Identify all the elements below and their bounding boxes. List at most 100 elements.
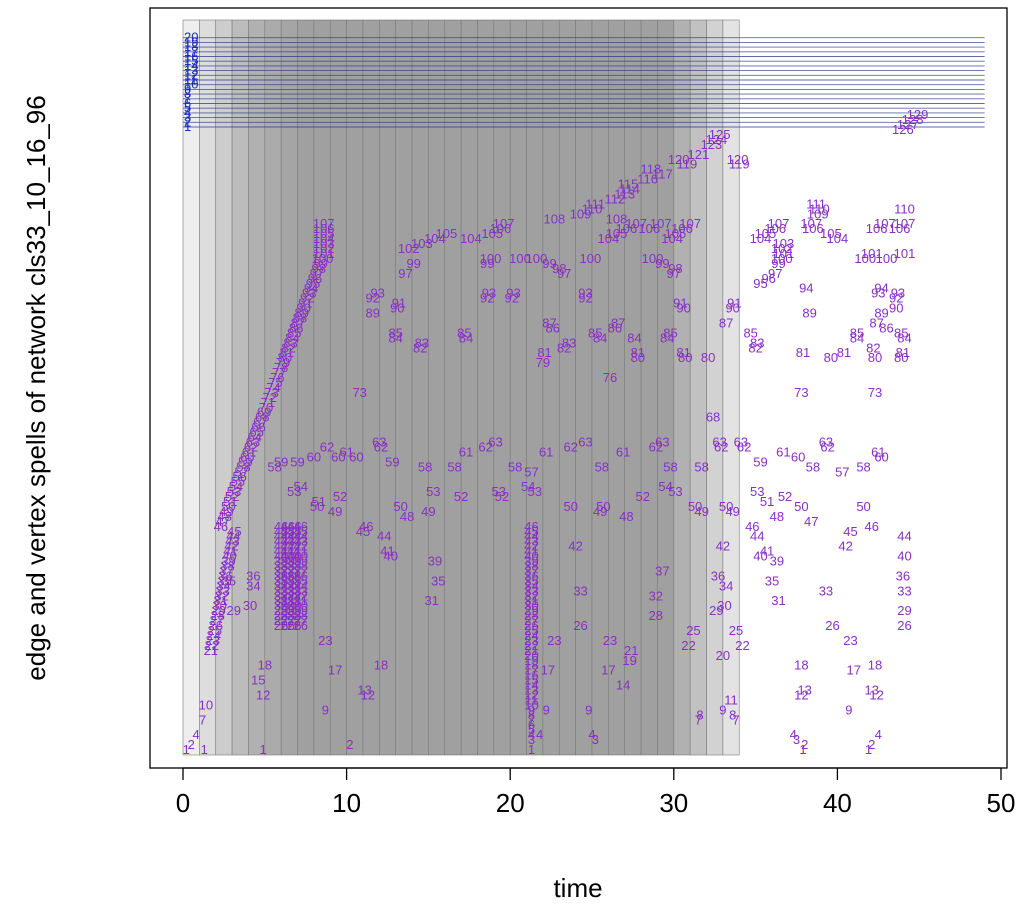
- activity-band: [477, 19, 495, 756]
- edge-label: 27: [287, 613, 301, 628]
- edge-label: 39: [221, 554, 235, 569]
- edge-label: 12: [256, 687, 270, 702]
- edge-label: 92: [300, 291, 314, 306]
- edge-label: 28: [287, 608, 301, 623]
- edge-label: 103: [313, 236, 335, 251]
- edge-label: 37: [524, 563, 538, 578]
- edge-label: 33: [215, 583, 229, 598]
- edge-label: 125: [709, 127, 731, 142]
- activity-band: [231, 19, 249, 756]
- edge-label: 45: [227, 524, 241, 539]
- edge-label: 81: [837, 345, 851, 360]
- edge-label: 57: [234, 464, 248, 479]
- edge-label: 23: [547, 633, 561, 648]
- edge-label: 114: [619, 182, 640, 197]
- edge-label: 35: [217, 573, 231, 588]
- edge-label: 40: [294, 549, 308, 564]
- edge-label: 87: [291, 315, 305, 330]
- edge-label: 46: [280, 519, 294, 534]
- edge-label: 106: [313, 221, 335, 236]
- edge-label: 35: [524, 573, 538, 588]
- edge-label: 27: [524, 613, 538, 628]
- edge-label: 84: [850, 330, 864, 345]
- edge-label: 99: [480, 256, 494, 271]
- edge-label: 18: [524, 658, 538, 673]
- edge-label: 57: [835, 464, 849, 479]
- edge-label: 53: [528, 484, 542, 499]
- activity-shading: [182, 19, 740, 756]
- edge-label: 89: [295, 306, 309, 321]
- edge-label: 50: [719, 499, 733, 514]
- edge-label: 104: [598, 231, 620, 246]
- edge-label: 103: [773, 236, 795, 251]
- edge-label: 121: [687, 147, 709, 162]
- edge-label: 80: [824, 350, 838, 365]
- edge-label: 26: [897, 618, 911, 633]
- edge-label: 81: [631, 345, 645, 360]
- edge-label: 80: [894, 350, 908, 365]
- edge-label: 34: [280, 578, 294, 593]
- edge-label: 45: [524, 524, 538, 539]
- edge-label: 40: [753, 549, 767, 564]
- edge-label: 62: [478, 439, 492, 454]
- edge-label: 2: [188, 737, 195, 752]
- edge-label: 73: [352, 385, 366, 400]
- edge-label: 107: [493, 216, 515, 231]
- edge-label: 95: [306, 276, 320, 291]
- edge-label: 46: [745, 519, 759, 534]
- edge-label: 106: [638, 221, 660, 236]
- edge-label: 41: [280, 544, 294, 559]
- edge-label: 93: [370, 286, 384, 301]
- edge-label: 43: [287, 534, 301, 549]
- edge-label: 1: [201, 742, 208, 757]
- edge-label: 62: [820, 439, 834, 454]
- edge-label: 86: [546, 320, 560, 335]
- edge-label: 35: [222, 573, 236, 588]
- edge-label: 58: [663, 459, 677, 474]
- edge-label: 60: [791, 449, 805, 464]
- edge-label: 31: [287, 593, 301, 608]
- edge-label: 33: [294, 583, 308, 598]
- edge-label: 4: [536, 727, 543, 742]
- edge-label: 39: [428, 554, 442, 569]
- edge-label: 29: [280, 603, 294, 618]
- edge-label: 54: [294, 479, 308, 494]
- edge-label: 46: [359, 519, 373, 534]
- edge-label: 63: [655, 435, 669, 450]
- edge-label: 17: [847, 663, 861, 678]
- edge-label: 85: [894, 325, 908, 340]
- edge-label: 85: [588, 325, 602, 340]
- edge-label: 85: [457, 325, 471, 340]
- edge-label: 50: [563, 499, 577, 514]
- edge-label: 49: [694, 504, 708, 519]
- edge-label: 91: [727, 296, 741, 311]
- edge-label: 43: [294, 534, 308, 549]
- edge-label: 93: [506, 286, 520, 301]
- edge-label: 39: [280, 554, 294, 569]
- edge-label: 102: [313, 241, 335, 256]
- vertex-label: 19: [184, 34, 198, 49]
- edge-label: 124: [705, 132, 727, 147]
- edge-label: 40: [897, 549, 911, 564]
- edge-label: 97: [557, 266, 571, 281]
- edge-label: 17: [601, 663, 615, 678]
- edge-label: 101: [773, 246, 795, 261]
- edge-label: 43: [225, 534, 239, 549]
- edge-label: 31: [213, 593, 227, 608]
- edge-label: 46: [214, 519, 228, 534]
- edge-label: 69: [257, 405, 271, 420]
- edge-label: 27: [274, 613, 288, 628]
- edge-label: 30: [243, 598, 257, 613]
- x-tick-label: 40: [823, 788, 852, 818]
- edge-label: 58: [595, 459, 609, 474]
- edge-label: 93: [871, 286, 885, 301]
- edge-label: 36: [246, 568, 260, 583]
- edge-label: 117: [652, 167, 673, 182]
- edge-label: 49: [725, 504, 739, 519]
- edge-label: 44: [274, 529, 288, 544]
- edge-label: 45: [356, 524, 370, 539]
- activity-band: [280, 19, 298, 756]
- activity-band: [428, 19, 446, 756]
- edge-label: 33: [280, 583, 294, 598]
- edge-label: 84: [627, 330, 641, 345]
